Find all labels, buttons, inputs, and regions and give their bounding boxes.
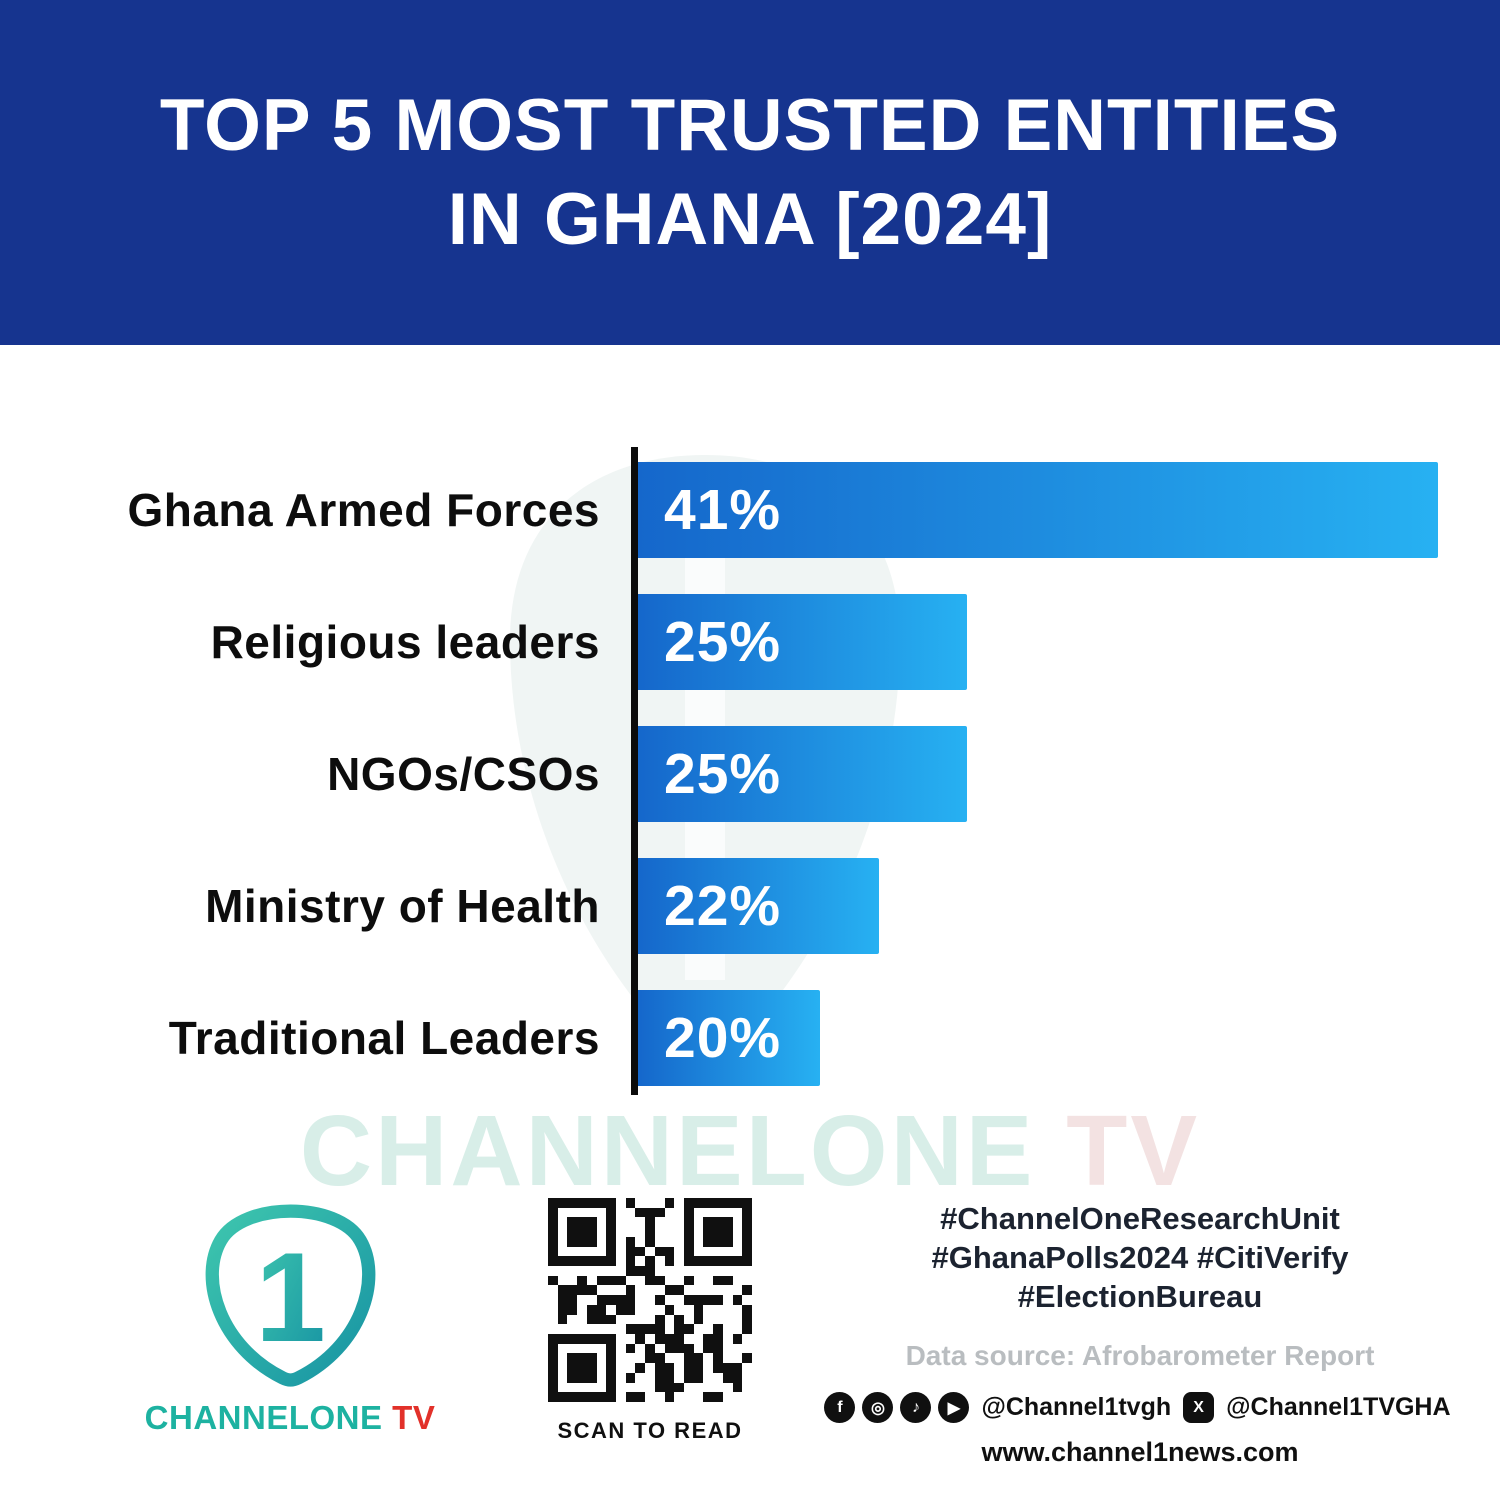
brand-channelone: CHANNELONE [144, 1399, 383, 1436]
value-label: 41% [664, 478, 782, 542]
channel-one-logo-block: 1 CHANNELONE TV [120, 1185, 460, 1437]
chart-row: NGOs/CSOs 25% [0, 726, 1500, 822]
qr-caption: SCAN TO READ [557, 1418, 743, 1443]
tiktok-icon[interactable]: ♪ [900, 1392, 932, 1424]
watermark-channelone: CHANNELONE [299, 1095, 1036, 1207]
value-label: 20% [664, 1006, 782, 1070]
x-icon[interactable]: X [1183, 1392, 1215, 1424]
category-label: Traditional Leaders [168, 1012, 600, 1064]
instagram-icon[interactable]: ◎ [862, 1392, 894, 1424]
channel-one-logo-icon: 1 [205, 1204, 375, 1387]
value-label: 25% [664, 742, 782, 806]
footer-info-block: #ChannelOneResearchUnit #GhanaPolls2024 … [824, 1200, 1451, 1468]
social-row: f ◎ ♪ ▶ @Channel1tvgh X @Channel1TVGHA [824, 1392, 1451, 1424]
value-label: 22% [664, 874, 782, 938]
watermark-tv: TV [1035, 1095, 1201, 1207]
page-title-line2: IN GHANA [2024] [447, 178, 1053, 260]
youtube-icon[interactable]: ▶ [938, 1392, 970, 1424]
hashtag-line-2: #GhanaPolls2024 #CitiVerify [931, 1239, 1349, 1275]
brand-wordmark: CHANNELONE TV [120, 1399, 460, 1437]
brand-tv: TV [382, 1399, 436, 1436]
brand-watermark: CHANNELONE TV [0, 1094, 1500, 1209]
facebook-icon[interactable]: f [824, 1392, 856, 1424]
data-source-text: Data source: Afrobarometer Report [905, 1340, 1375, 1372]
chart-row: Religious leaders 25% [0, 594, 1500, 690]
bar-2: 25% [638, 594, 967, 690]
bar-1: 41% [638, 462, 1438, 558]
value-label: 25% [664, 610, 782, 674]
hashtag-line-1: #ChannelOneResearchUnit [940, 1201, 1340, 1236]
qr-block: SCAN TO READ [538, 1198, 762, 1444]
logo-numeral: 1 [255, 1226, 326, 1368]
bar-3: 25% [638, 726, 967, 822]
website-url: www.channel1news.com [981, 1437, 1299, 1468]
bar-5: 20% [638, 990, 820, 1086]
social-handle-2: @Channel1TVGHA [1226, 1393, 1451, 1422]
chart-row: Ghana Armed Forces 41% [0, 462, 1500, 558]
category-label: NGOs/CSOs [327, 748, 600, 800]
qr-code [548, 1198, 752, 1402]
chart-row: Ministry of Health 22% [0, 858, 1500, 954]
chart-axis [631, 447, 638, 1095]
category-label: Ghana Armed Forces [127, 484, 600, 536]
social-handle-1: @Channel1tvgh [981, 1393, 1172, 1422]
category-label: Ministry of Health [205, 880, 600, 932]
category-label: Religious leaders [210, 616, 600, 668]
chart-row: Traditional Leaders 20% [0, 990, 1500, 1086]
header: TOP 5 MOST TRUSTED ENTITIES IN GHANA [20… [0, 0, 1500, 345]
chart-rows: Ghana Armed Forces 41% Religious leaders 25… [0, 462, 1500, 1122]
hashtag-line-3: #ElectionBureau [1017, 1278, 1263, 1314]
page-title-line1: TOP 5 MOST TRUSTED ENTITIES [159, 85, 1341, 167]
bar-4: 22% [638, 858, 879, 954]
